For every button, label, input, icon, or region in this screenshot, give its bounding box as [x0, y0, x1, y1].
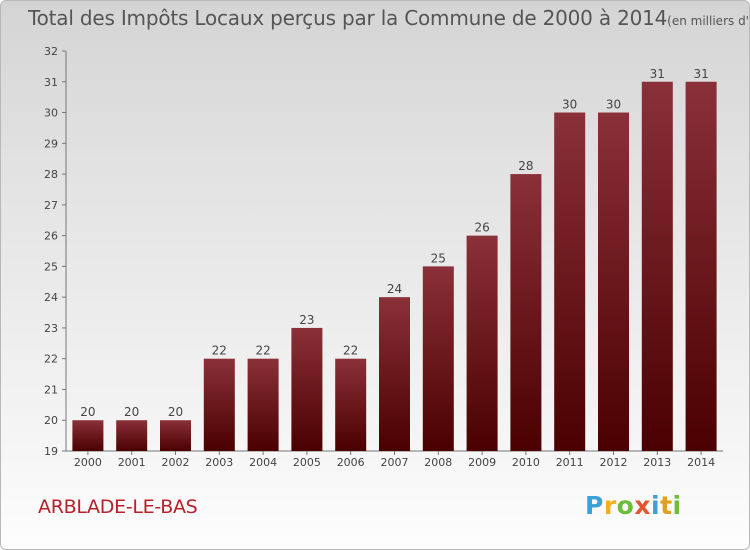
x-tick-label: 2003: [205, 456, 233, 469]
data-label: 20: [168, 405, 183, 419]
data-label: 22: [212, 344, 227, 358]
x-tick-label: 2013: [643, 456, 671, 469]
bar: [203, 358, 235, 451]
x-tick-label: 2007: [381, 456, 409, 469]
bar: [422, 266, 454, 451]
y-tick-label: 20: [44, 414, 58, 427]
bar: [291, 327, 323, 451]
bar: [685, 81, 717, 452]
data-label: 20: [80, 405, 95, 419]
y-tick-label: 26: [44, 230, 58, 243]
x-tick-label: 2004: [249, 456, 277, 469]
bar: [160, 420, 191, 451]
bar: [247, 358, 279, 451]
y-tick-label: 21: [44, 383, 58, 396]
data-label: 22: [343, 344, 358, 358]
data-label: 30: [562, 98, 577, 112]
data-label: 23: [299, 313, 314, 327]
x-tick-label: 2006: [337, 456, 365, 469]
data-label: 24: [387, 282, 402, 296]
data-label: 25: [431, 251, 446, 265]
x-tick-label: 2011: [556, 456, 584, 469]
y-tick-label: 29: [44, 137, 58, 150]
x-tick-label: 2012: [600, 456, 628, 469]
chart-unit-label: (en milliers d'€): [667, 14, 749, 28]
bar: [598, 112, 629, 452]
bar: [116, 420, 148, 451]
y-tick-label: 19: [44, 445, 58, 458]
x-tick-label: 2010: [512, 456, 540, 469]
y-tick-label: 24: [44, 291, 58, 304]
commune-name: ARBLADE-LE-BAS: [38, 496, 198, 518]
bar: [641, 81, 673, 452]
y-tick-label: 23: [44, 322, 58, 335]
bar: [466, 235, 498, 451]
data-label: 26: [474, 221, 489, 235]
x-tick-label: 2008: [424, 456, 452, 469]
x-tick-label: 2014: [687, 456, 715, 469]
chart-title-text: Total des Impôts Locaux perçus par la Co…: [28, 6, 668, 30]
data-label: 31: [693, 67, 708, 81]
x-tick-label: 2001: [118, 456, 146, 469]
y-tick-label: 31: [44, 76, 58, 89]
chart-title: Total des Impôts Locaux perçus par la Co…: [28, 6, 749, 30]
data-label: 22: [255, 344, 270, 358]
data-label: 31: [650, 67, 665, 81]
x-tick-label: 2005: [293, 456, 321, 469]
x-tick-label: 2009: [468, 456, 496, 469]
bar: [72, 420, 104, 451]
data-label: 30: [606, 98, 621, 112]
y-tick-label: 22: [44, 353, 58, 366]
y-tick-label: 32: [44, 45, 58, 58]
x-tick-label: 2002: [162, 456, 190, 469]
y-tick-label: 28: [44, 168, 58, 181]
x-tick-label: 2000: [74, 456, 102, 469]
bar: [379, 297, 410, 451]
y-tick-label: 25: [44, 260, 58, 273]
bar: [510, 174, 542, 452]
y-tick-label: 30: [44, 107, 58, 120]
bar: [335, 358, 367, 451]
proxiti-logo: Proxiti: [585, 491, 682, 520]
data-label: 20: [124, 405, 139, 419]
y-tick-label: 27: [44, 199, 58, 212]
bar: [554, 112, 586, 452]
data-label: 28: [518, 159, 533, 173]
